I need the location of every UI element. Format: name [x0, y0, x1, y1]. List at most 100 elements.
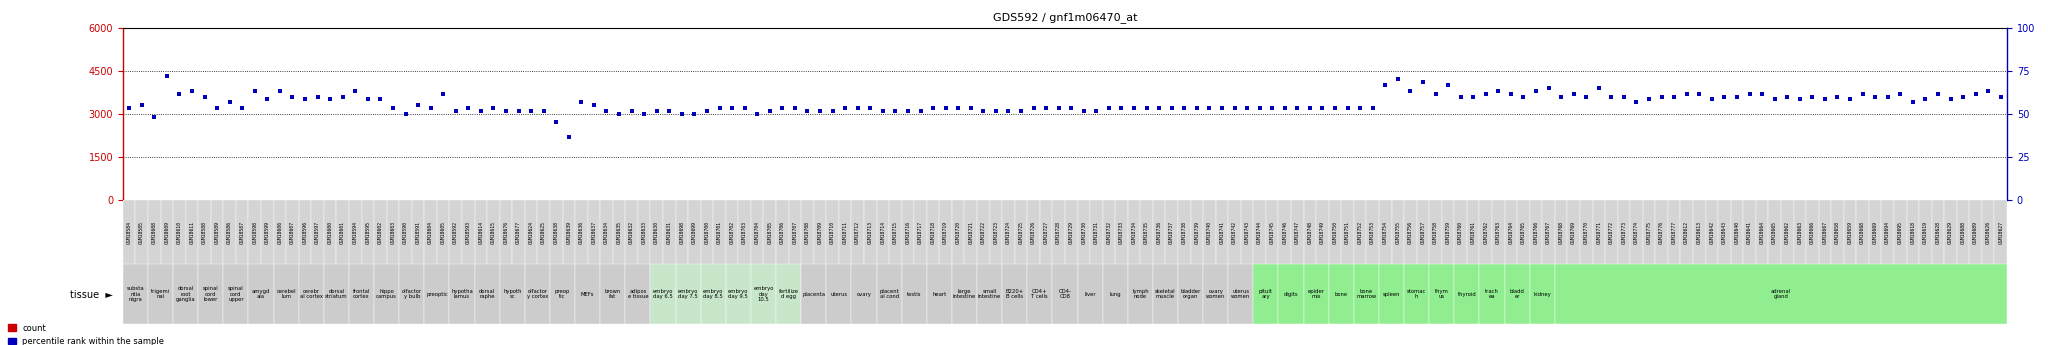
Text: GSM18612: GSM18612	[1683, 220, 1690, 244]
Bar	[625, 264, 651, 324]
Point	[979, 108, 1012, 114]
Bar	[1391, 200, 1405, 264]
Text: GSM18737: GSM18737	[1169, 220, 1174, 244]
Bar	[913, 200, 928, 264]
Bar	[1505, 264, 1530, 324]
Bar	[752, 264, 776, 324]
Bar	[537, 200, 551, 264]
Text: GSM18718: GSM18718	[930, 220, 936, 244]
Text: GSM18727: GSM18727	[1044, 220, 1049, 244]
Text: GSM18664: GSM18664	[1759, 220, 1765, 244]
Point	[866, 108, 899, 114]
Bar	[1755, 200, 1767, 264]
Point	[1845, 91, 1878, 97]
Text: CD4-
CD8: CD4- CD8	[1059, 289, 1071, 299]
Text: GSM18640: GSM18640	[1735, 220, 1739, 244]
Bar	[500, 200, 512, 264]
Text: GSM18738: GSM18738	[1182, 220, 1186, 244]
Bar	[311, 200, 324, 264]
Bar	[551, 200, 563, 264]
Bar	[752, 200, 764, 264]
Text: GSM18689: GSM18689	[1972, 220, 1978, 244]
Bar	[1190, 200, 1202, 264]
Point	[678, 111, 711, 117]
Text: GSM18704: GSM18704	[756, 220, 760, 244]
Text: trigemi
nal: trigemi nal	[152, 289, 170, 299]
Text: GSM18638: GSM18638	[553, 220, 559, 244]
Bar	[387, 200, 399, 264]
Text: GSM18769: GSM18769	[1571, 220, 1577, 244]
Bar	[1530, 200, 1542, 264]
Point	[1921, 91, 1954, 97]
Text: GSM18753: GSM18753	[1370, 220, 1374, 244]
Text: placent
al cond: placent al cond	[879, 289, 899, 299]
Bar	[725, 200, 739, 264]
Bar	[1767, 200, 1782, 264]
Text: olfactor
y bulb: olfactor y bulb	[401, 289, 422, 299]
Text: GSM18587: GSM18587	[240, 220, 244, 244]
Text: GSM18586: GSM18586	[227, 220, 231, 244]
Text: small
intestine: small intestine	[979, 289, 1001, 299]
Text: tissue  ►: tissue ►	[70, 290, 113, 300]
Point	[629, 111, 662, 117]
Text: GSM18596: GSM18596	[303, 220, 307, 244]
Bar	[424, 264, 449, 324]
Text: GSM18765: GSM18765	[1522, 220, 1526, 244]
Text: hypoth
sc: hypoth sc	[504, 289, 522, 299]
Text: hypotha
lamus: hypotha lamus	[451, 289, 473, 299]
Bar	[1266, 200, 1278, 264]
Text: embryo
day 8.5: embryo day 8.5	[702, 289, 723, 299]
Text: GSM18585: GSM18585	[139, 220, 143, 244]
Text: GSM18595: GSM18595	[365, 220, 371, 244]
Bar	[852, 264, 877, 324]
Text: GSM18719: GSM18719	[944, 220, 948, 244]
Point	[238, 88, 270, 93]
Bar	[436, 200, 449, 264]
Bar	[147, 264, 174, 324]
Point	[1772, 94, 1804, 99]
Text: GSM18744: GSM18744	[1257, 220, 1262, 244]
Point	[1092, 105, 1124, 111]
Text: GSM18611: GSM18611	[190, 220, 195, 244]
Point	[137, 114, 170, 119]
Point	[301, 94, 334, 99]
Text: GSM18766: GSM18766	[1534, 220, 1538, 244]
Bar	[123, 200, 135, 264]
Point	[1280, 105, 1313, 111]
Bar	[1278, 264, 1305, 324]
Text: GSM18708: GSM18708	[805, 220, 809, 244]
Bar	[575, 264, 600, 324]
Text: GSM18635: GSM18635	[616, 220, 621, 244]
Bar	[147, 200, 160, 264]
Text: GSM18592: GSM18592	[453, 220, 459, 244]
Point	[778, 105, 811, 111]
Text: GSM18755: GSM18755	[1395, 220, 1401, 244]
Bar	[1405, 264, 1430, 324]
Bar	[524, 264, 551, 324]
Bar	[449, 200, 463, 264]
Point	[276, 94, 309, 99]
Text: GSM18615: GSM18615	[492, 220, 496, 244]
Point	[1520, 88, 1552, 93]
Bar	[637, 200, 651, 264]
Point	[1896, 100, 1929, 105]
Bar	[1870, 200, 1882, 264]
Bar	[612, 200, 625, 264]
Point	[578, 102, 610, 108]
Text: stomac
h: stomac h	[1407, 289, 1425, 299]
Point	[766, 105, 799, 111]
Bar	[901, 200, 913, 264]
Bar	[1831, 200, 1843, 264]
Text: GSM18665: GSM18665	[1772, 220, 1778, 244]
Bar	[1731, 200, 1743, 264]
Text: GSM18733: GSM18733	[1118, 220, 1124, 244]
Point	[252, 97, 285, 102]
Text: GSM18668: GSM18668	[1860, 220, 1866, 244]
Point	[653, 108, 686, 114]
Title: GDS592 / gnf1m06470_at: GDS592 / gnf1m06470_at	[993, 12, 1137, 23]
Text: GSM18715: GSM18715	[893, 220, 897, 244]
Text: B220+
B cells: B220+ B cells	[1006, 289, 1024, 299]
Bar	[1128, 264, 1153, 324]
Point	[614, 108, 647, 114]
Text: GSM18588: GSM18588	[203, 220, 207, 244]
